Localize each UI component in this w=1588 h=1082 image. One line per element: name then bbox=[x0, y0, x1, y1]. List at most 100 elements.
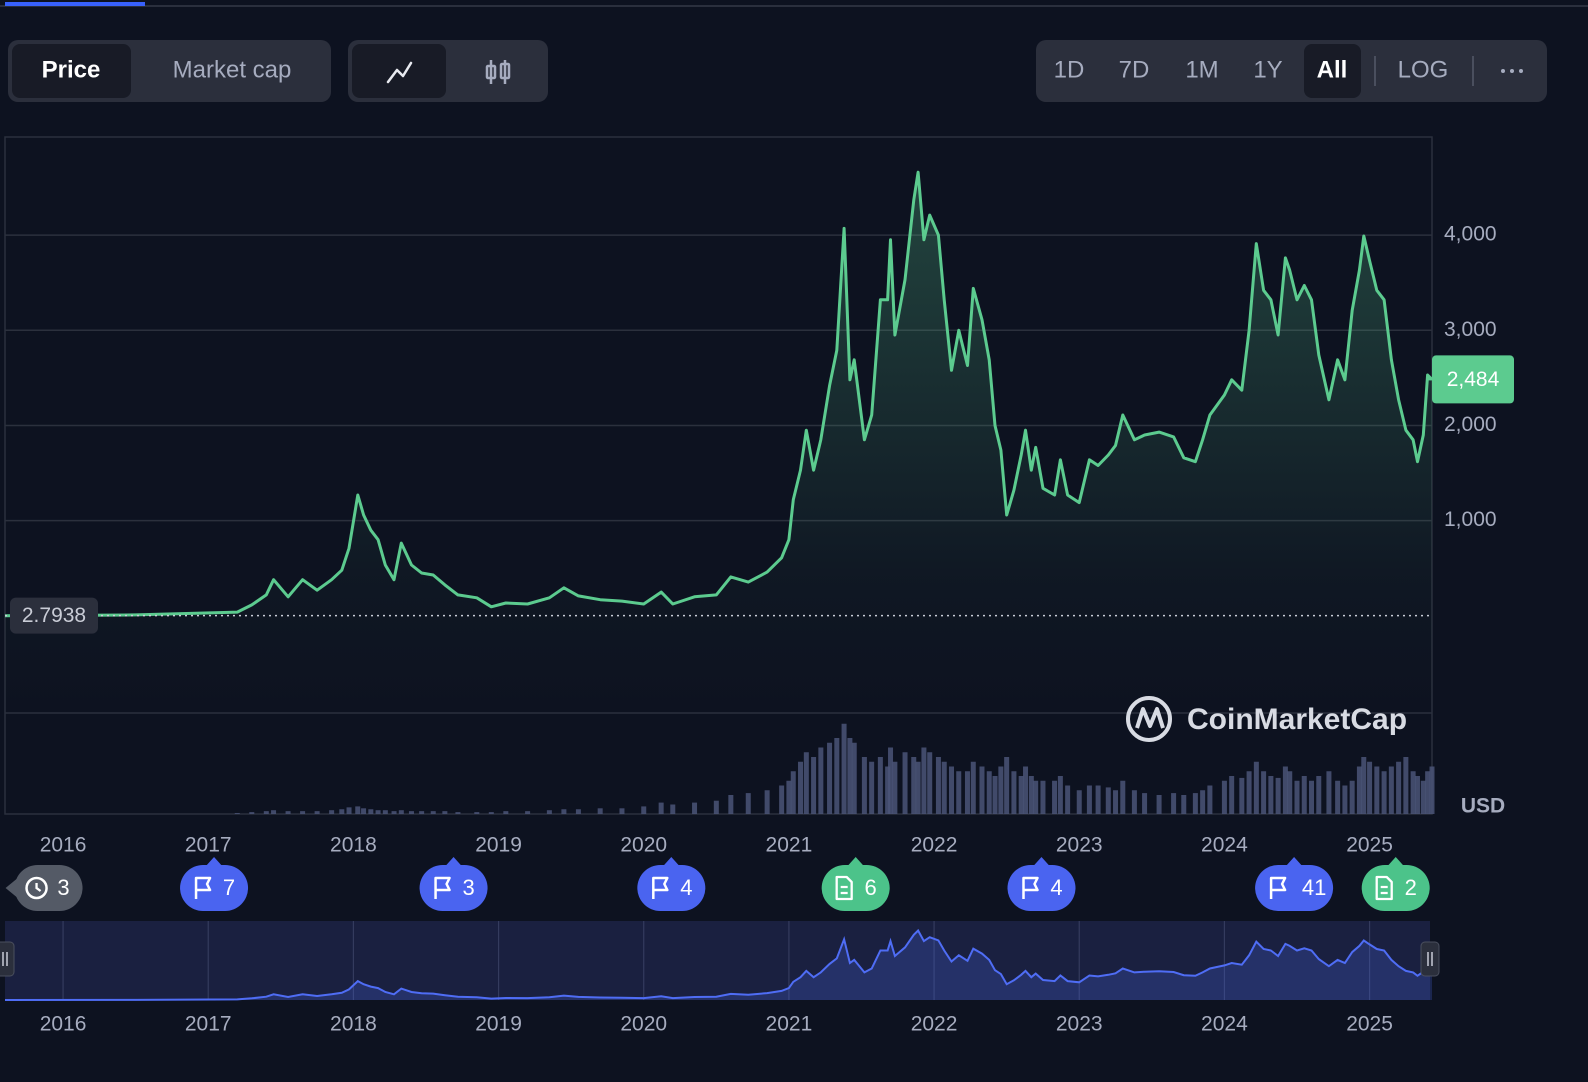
event-badge[interactable]: 6 bbox=[821, 857, 890, 911]
volume-bar bbox=[827, 742, 833, 814]
volume-bar bbox=[1246, 771, 1252, 814]
volume-bar bbox=[1011, 771, 1017, 814]
x-tick-label: 2016 bbox=[40, 834, 87, 857]
navigator-handle[interactable] bbox=[0, 941, 15, 977]
volume-bar bbox=[834, 738, 840, 814]
y-tick-label: 1,000 bbox=[1444, 508, 1497, 531]
candle-icon[interactable] bbox=[485, 60, 511, 84]
volume-bar bbox=[1040, 780, 1046, 814]
volume-bar bbox=[430, 811, 436, 814]
navigator-x-tick-label: 2017 bbox=[185, 1013, 232, 1036]
log-button[interactable]: LOG bbox=[1398, 56, 1449, 83]
all-range-bg[interactable] bbox=[1304, 44, 1361, 98]
volume-bar bbox=[1023, 766, 1029, 814]
navigator-x-tick-label: 2021 bbox=[766, 1013, 813, 1036]
navigator-line bbox=[4, 928, 1433, 1001]
volume-bar bbox=[249, 812, 255, 814]
price-button[interactable]: Price bbox=[42, 56, 101, 83]
volume-bar bbox=[355, 806, 361, 814]
more-button[interactable] bbox=[1501, 69, 1523, 73]
volume-bar bbox=[1420, 780, 1426, 814]
range-button[interactable]: 7D bbox=[1119, 56, 1150, 83]
news-icon bbox=[1375, 875, 1393, 901]
navigator[interactable] bbox=[5, 921, 1430, 1000]
volume-bar bbox=[329, 810, 335, 814]
volume-bar bbox=[1326, 771, 1332, 814]
range-button[interactable]: 1M bbox=[1185, 56, 1218, 83]
volume-bar bbox=[892, 761, 898, 814]
volume-bar bbox=[1361, 757, 1367, 814]
event-badge[interactable]: 41 bbox=[1255, 857, 1334, 911]
volume-bar bbox=[1120, 780, 1126, 814]
event-badge[interactable]: 3 bbox=[5, 865, 83, 911]
volume-bar bbox=[285, 811, 291, 814]
navigator-x-tick-label: 2019 bbox=[475, 1013, 522, 1036]
y-tick-label: 2,000 bbox=[1444, 413, 1497, 436]
navigator-x-tick-label: 2022 bbox=[911, 1013, 958, 1036]
volume-bar bbox=[713, 800, 719, 814]
flag-icon bbox=[1269, 876, 1287, 899]
volume-bar bbox=[745, 793, 751, 814]
y-tick-label: 4,000 bbox=[1444, 223, 1497, 246]
last-price-badge bbox=[1432, 355, 1514, 404]
event-pill bbox=[180, 865, 249, 911]
volume-bar bbox=[948, 766, 954, 814]
event-badge[interactable]: 2 bbox=[1361, 857, 1430, 911]
volume-bar bbox=[1086, 785, 1092, 814]
range-button[interactable]: All bbox=[1317, 56, 1348, 83]
volume-bar bbox=[368, 809, 374, 814]
volume-bar bbox=[888, 747, 894, 814]
event-pointer bbox=[662, 857, 681, 867]
event-pill bbox=[14, 865, 83, 911]
volume-bar bbox=[1282, 766, 1288, 814]
volume-bar bbox=[1275, 777, 1281, 814]
price-button-bg[interactable] bbox=[12, 44, 131, 98]
volume-bar bbox=[1414, 776, 1420, 814]
currency-label: USD bbox=[1461, 795, 1505, 818]
volume-bar bbox=[790, 771, 796, 814]
volume-bar bbox=[927, 752, 933, 814]
volume-bar bbox=[1316, 776, 1322, 814]
volume-bar bbox=[1229, 776, 1235, 814]
event-count: 3 bbox=[57, 875, 69, 900]
volume-bar bbox=[921, 747, 927, 814]
volume-bar bbox=[1065, 785, 1071, 814]
event-badge[interactable]: 7 bbox=[180, 857, 249, 911]
market-cap-button[interactable]: Market cap bbox=[173, 56, 292, 83]
volume-bar bbox=[1309, 780, 1315, 814]
volume-bar bbox=[1410, 771, 1416, 814]
navigator-handle[interactable] bbox=[1420, 941, 1440, 977]
volume-bar bbox=[992, 776, 998, 814]
volume-bar bbox=[339, 809, 345, 814]
volume-bar bbox=[1301, 776, 1307, 814]
flag-icon bbox=[652, 876, 669, 899]
volume-bar bbox=[1171, 793, 1177, 814]
volume-bar bbox=[546, 810, 552, 814]
volume-bar bbox=[956, 771, 962, 814]
volume-bar bbox=[941, 761, 947, 814]
volume-bar bbox=[1425, 771, 1431, 814]
volume-bar bbox=[979, 766, 985, 814]
volume-bar bbox=[885, 766, 891, 814]
volume-bar bbox=[841, 723, 847, 814]
volume-bar bbox=[641, 806, 647, 814]
flag-icon bbox=[194, 876, 212, 899]
range-button[interactable]: 1D bbox=[1054, 56, 1085, 83]
volume-bar bbox=[970, 761, 976, 814]
event-badge[interactable]: 4 bbox=[1007, 857, 1076, 911]
volume-bar bbox=[619, 808, 625, 814]
event-count: 2 bbox=[1405, 875, 1417, 900]
volume-bar bbox=[1018, 776, 1024, 814]
event-badge[interactable]: 4 bbox=[637, 857, 706, 911]
event-count: 6 bbox=[865, 875, 877, 900]
x-tick-label: 2019 bbox=[475, 834, 522, 857]
volume-bar bbox=[442, 811, 448, 814]
volume-bar bbox=[503, 811, 509, 814]
volume-bar bbox=[1287, 771, 1293, 814]
event-pointer bbox=[5, 879, 17, 897]
volume-bar bbox=[474, 812, 480, 814]
event-badge[interactable]: 3 bbox=[419, 857, 488, 911]
volume-bar bbox=[1349, 780, 1355, 814]
range-button[interactable]: 1Y bbox=[1253, 56, 1282, 83]
flag-icon bbox=[1022, 876, 1039, 899]
